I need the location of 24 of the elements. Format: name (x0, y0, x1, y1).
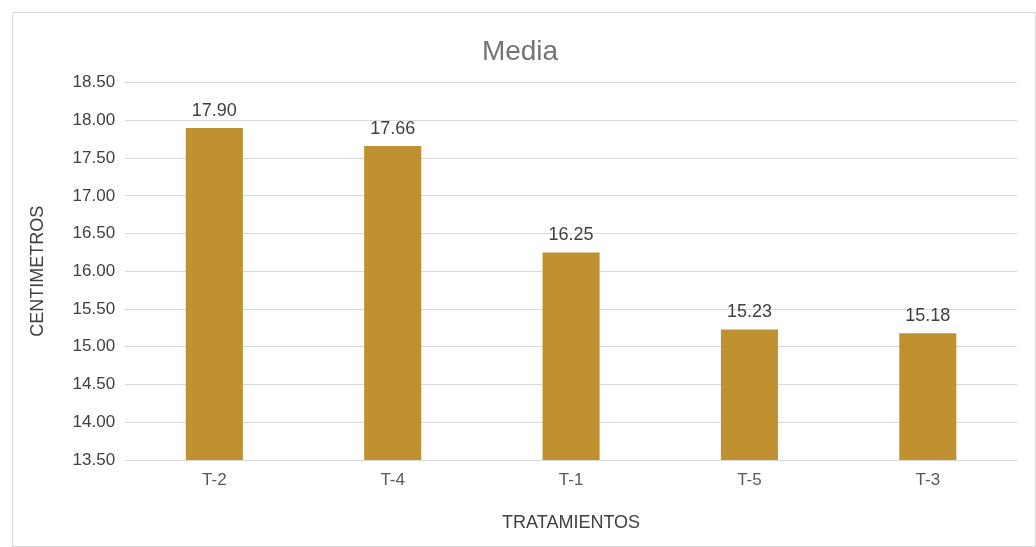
data-label: 15.18 (905, 305, 951, 326)
y-axis-title: CENTIMETROS (26, 205, 47, 337)
x-tick-label: T-2 (202, 469, 227, 489)
x-tick-label: T-5 (737, 469, 762, 489)
y-tick-label: 16.50 (72, 223, 116, 243)
y-tick-label: 16.00 (72, 260, 116, 280)
y-tick-label: 18.00 (72, 110, 116, 130)
data-label: 15.23 (726, 301, 772, 322)
y-tick-label: 17.50 (72, 147, 116, 167)
y-tick-label: 14.00 (72, 411, 116, 431)
x-tick-label: T-3 (915, 469, 941, 489)
x-tick-label: T-4 (380, 469, 405, 489)
x-tick-label: T-1 (558, 469, 584, 489)
chart-title: Media (481, 34, 559, 66)
x-axis-title: TRATAMIENTOS (502, 512, 641, 533)
data-label: 16.25 (548, 224, 594, 245)
y-tick-label: 15.50 (72, 298, 116, 318)
y-tick-label: 18.50 (72, 72, 116, 92)
data-label: 17.66 (370, 117, 416, 138)
y-tick-label: 15.00 (72, 336, 116, 356)
y-tick-label: 17.00 (72, 185, 116, 205)
y-tick-label: 14.50 (72, 374, 116, 394)
data-label: 17.90 (191, 99, 237, 120)
y-tick-label: 13.50 (72, 449, 116, 469)
